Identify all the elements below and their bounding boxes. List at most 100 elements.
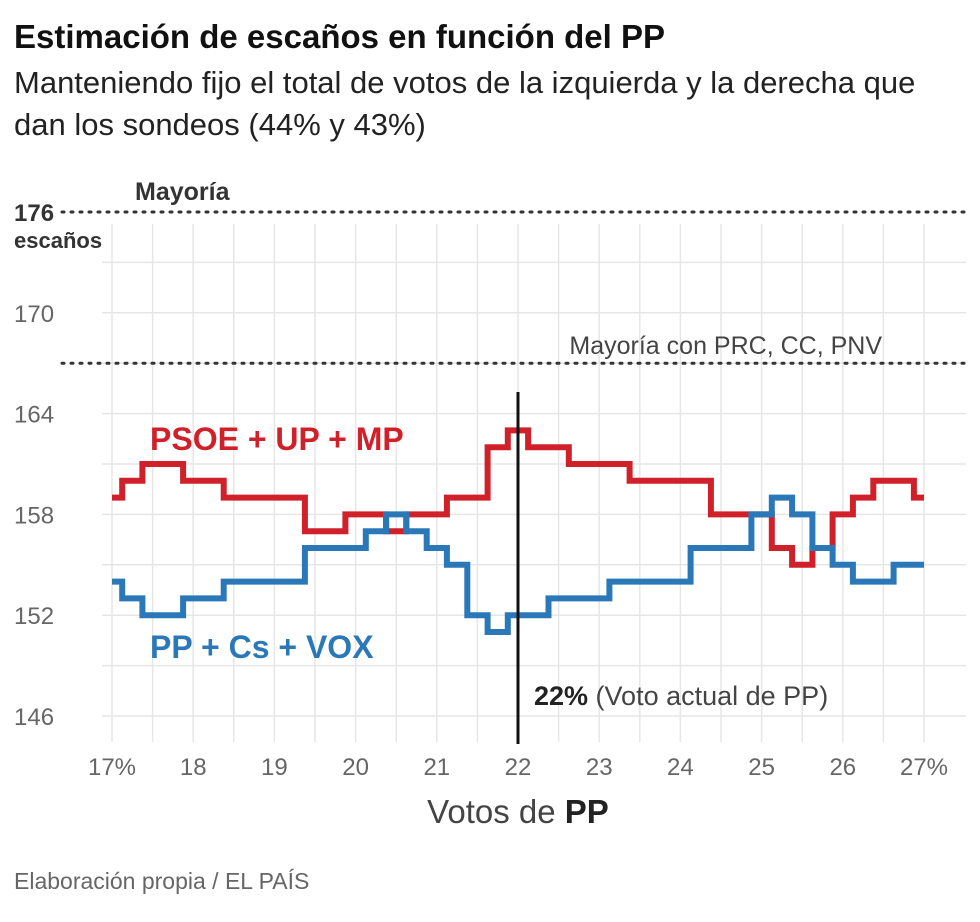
data-point: [880, 478, 886, 484]
data-point: [759, 511, 765, 517]
data-point: [799, 562, 805, 568]
y-tick-label: 158: [14, 502, 54, 529]
data-point: [738, 545, 744, 551]
y-tick-label: 146: [14, 704, 54, 731]
data-point: [840, 562, 846, 568]
data-point: [596, 461, 602, 467]
data-point: [576, 461, 582, 467]
data-point: [393, 528, 399, 534]
data-point: [231, 495, 237, 501]
data-point: [860, 495, 866, 501]
data-point: [779, 495, 785, 501]
data-point: [535, 444, 541, 450]
data-point: [292, 579, 298, 585]
data-point: [677, 478, 683, 484]
data-point: [535, 612, 541, 618]
data-point: [434, 545, 440, 551]
x-tick-label: 20: [342, 754, 369, 781]
series-line: [112, 494, 924, 635]
grid-layer: [102, 224, 966, 742]
data-point: [698, 545, 704, 551]
majority-unit-label: escaños: [14, 228, 102, 253]
x-tick-label: 19: [261, 754, 288, 781]
data-point: [901, 478, 907, 484]
data-point: [312, 545, 318, 551]
data-point: [129, 595, 135, 601]
data-point: [718, 511, 724, 517]
y-tick-label: 170: [14, 301, 54, 328]
data-point: [190, 478, 196, 484]
data-point: [434, 511, 440, 517]
data-point: [211, 478, 217, 484]
data-point: [353, 545, 359, 551]
majority-label: Mayoría: [135, 178, 231, 206]
data-point: [373, 511, 379, 517]
series-label-left-bloc: PSOE + UP + MP: [150, 421, 404, 457]
data-point: [637, 478, 643, 484]
data-point: [150, 461, 156, 467]
data-point: [414, 511, 420, 517]
data-point: [150, 612, 156, 618]
data-point: [556, 444, 562, 450]
data-point: [251, 579, 257, 585]
data-point: [109, 579, 115, 585]
data-point: [617, 579, 623, 585]
data-point: [190, 595, 196, 601]
x-axis-title: Votos de PP: [427, 793, 609, 830]
data-point: [901, 562, 907, 568]
data-point: [170, 612, 176, 618]
x-tick-label: 23: [586, 754, 613, 781]
data-point: [677, 579, 683, 585]
data-point: [657, 579, 663, 585]
data-point: [860, 579, 866, 585]
data-point: [312, 528, 318, 534]
data-point: [596, 595, 602, 601]
source-credit: Elaboración propia / EL PAÍS: [14, 868, 310, 894]
data-point: [556, 595, 562, 601]
data-point: [353, 511, 359, 517]
seat-estimate-chart: 146 152 158 164 170 17% 18 19 20 21 22 23 24 25 26 27% M…: [14, 178, 968, 830]
x-tick-label: 21: [423, 754, 450, 781]
chart-subtitle: Manteniendo fijo el total de votos de la…: [14, 65, 916, 142]
data-point: [779, 545, 785, 551]
data-point: [799, 511, 805, 517]
data-point: [495, 444, 501, 450]
data-point: [820, 545, 826, 551]
data-point: [231, 579, 237, 585]
data-point: [393, 511, 399, 517]
x-tick-label: 22: [505, 754, 532, 781]
data-point: [576, 595, 582, 601]
label-layer: 146 152 158 164 170 17% 18 19 20 21 22 23 24 25 26 27% M…: [14, 178, 948, 781]
x-axis-title-party: PP: [565, 793, 609, 830]
x-tick-label: 18: [180, 754, 207, 781]
marker-label-text: (Voto actual de PP): [588, 681, 828, 711]
x-axis-title-prefix: Votos de: [427, 793, 565, 830]
data-point: [271, 495, 277, 501]
data-point: [109, 495, 115, 501]
x-tick-label: 26: [829, 754, 856, 781]
series-label-right-bloc: PP + Cs + VOX: [150, 629, 374, 665]
x-tick-label: 24: [667, 754, 694, 781]
data-point: [271, 579, 277, 585]
data-point: [211, 595, 217, 601]
data-point: [921, 495, 927, 501]
alt-majority-label: Mayoría con PRC, CC, PNV: [569, 332, 882, 360]
data-point: [332, 545, 338, 551]
data-point: [738, 511, 744, 517]
data-point: [170, 461, 176, 467]
data-point: [474, 495, 480, 501]
y-tick-label: 152: [14, 603, 54, 630]
x-tick-label: 27%: [900, 754, 948, 781]
data-point: [292, 495, 298, 501]
chart-title: Estimación de escaños en función del PP: [14, 18, 666, 55]
data-point: [617, 461, 623, 467]
data-point: [637, 579, 643, 585]
marker-label-value: 22%: [534, 681, 588, 711]
data-point: [495, 629, 501, 635]
data-point: [840, 511, 846, 517]
majority-value-label: 176: [14, 200, 54, 227]
data-point: [414, 528, 420, 534]
data-point: [474, 612, 480, 618]
data-point: [332, 528, 338, 534]
data-point: [698, 478, 704, 484]
